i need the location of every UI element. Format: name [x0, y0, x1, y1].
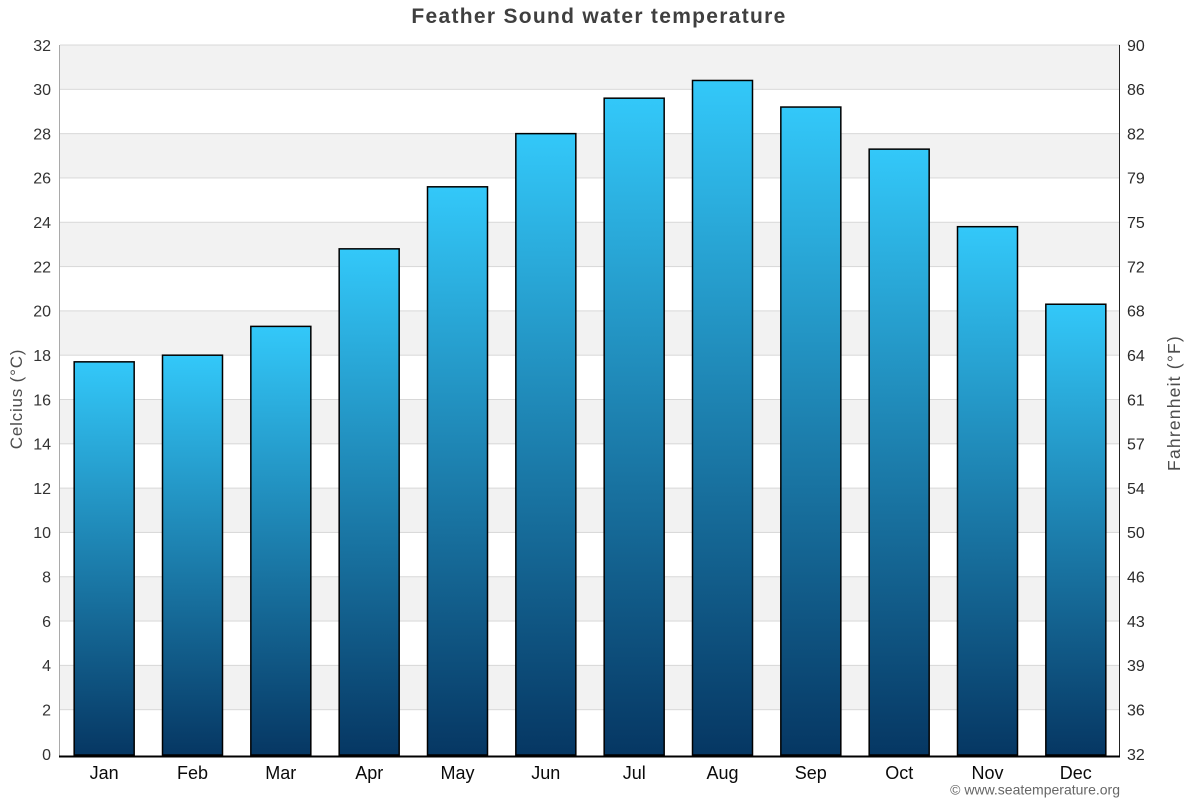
svg-text:54: 54	[1127, 481, 1145, 498]
svg-text:46: 46	[1127, 570, 1145, 587]
svg-text:6: 6	[42, 614, 51, 631]
svg-text:64: 64	[1127, 348, 1145, 365]
svg-text:May: May	[440, 763, 474, 783]
svg-text:90: 90	[1127, 38, 1145, 55]
svg-text:Jul: Jul	[623, 763, 646, 783]
svg-text:39: 39	[1127, 658, 1145, 675]
svg-text:30: 30	[33, 82, 51, 99]
svg-text:57: 57	[1127, 437, 1145, 454]
svg-text:4: 4	[42, 658, 51, 675]
svg-text:Oct: Oct	[885, 763, 913, 783]
svg-text:Sep: Sep	[795, 763, 827, 783]
svg-text:Dec: Dec	[1060, 763, 1092, 783]
svg-text:Celcius (°C): Celcius (°C)	[7, 349, 26, 449]
svg-text:68: 68	[1127, 304, 1145, 321]
svg-text:32: 32	[33, 38, 51, 55]
svg-text:Jan: Jan	[90, 763, 119, 783]
svg-text:82: 82	[1127, 126, 1145, 143]
svg-text:28: 28	[33, 126, 51, 143]
svg-text:24: 24	[33, 215, 51, 232]
svg-text:Nov: Nov	[971, 763, 1003, 783]
svg-text:0: 0	[42, 747, 51, 764]
svg-text:Fahrenheit (°F): Fahrenheit (°F)	[1164, 335, 1184, 471]
svg-text:Jun: Jun	[531, 763, 560, 783]
svg-text:2: 2	[42, 702, 51, 719]
svg-text:16: 16	[33, 392, 51, 409]
svg-text:18: 18	[33, 348, 51, 365]
svg-text:8: 8	[42, 570, 51, 587]
svg-text:26: 26	[33, 171, 51, 188]
svg-text:50: 50	[1127, 525, 1145, 542]
svg-text:43: 43	[1127, 614, 1145, 631]
svg-text:© www.seatemperature.org: © www.seatemperature.org	[950, 782, 1120, 798]
svg-text:79: 79	[1127, 171, 1145, 188]
svg-text:86: 86	[1127, 82, 1145, 99]
svg-text:72: 72	[1127, 259, 1145, 276]
svg-text:20: 20	[33, 304, 51, 321]
svg-text:Feather Sound water temperatur: Feather Sound water temperature	[411, 5, 786, 28]
svg-text:12: 12	[33, 481, 51, 498]
svg-text:14: 14	[33, 437, 51, 454]
svg-text:Apr: Apr	[355, 763, 383, 783]
svg-text:36: 36	[1127, 702, 1145, 719]
svg-text:22: 22	[33, 259, 51, 276]
svg-text:Mar: Mar	[265, 763, 296, 783]
svg-text:61: 61	[1127, 392, 1145, 409]
svg-text:Aug: Aug	[706, 763, 738, 783]
svg-text:10: 10	[33, 525, 51, 542]
svg-text:75: 75	[1127, 215, 1145, 232]
svg-text:32: 32	[1127, 747, 1145, 764]
svg-text:Feb: Feb	[177, 763, 208, 783]
